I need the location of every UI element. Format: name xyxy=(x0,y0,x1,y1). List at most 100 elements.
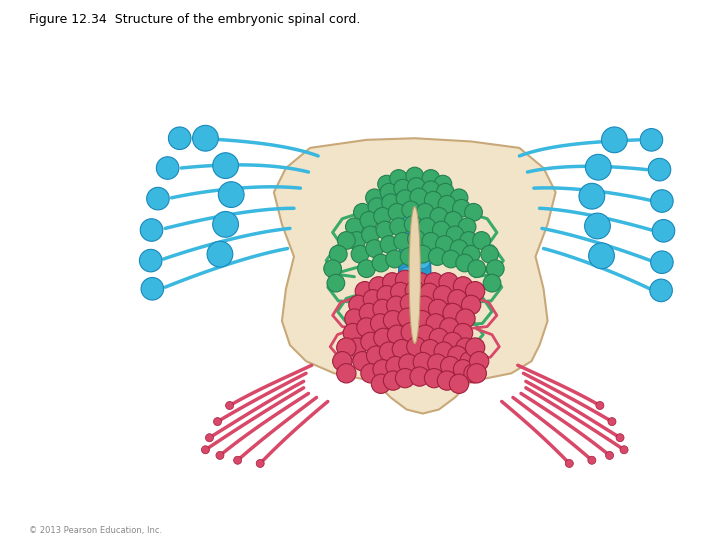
Circle shape xyxy=(483,274,501,292)
Circle shape xyxy=(386,356,405,376)
Circle shape xyxy=(383,371,402,390)
Circle shape xyxy=(395,270,415,289)
Circle shape xyxy=(372,254,390,272)
Circle shape xyxy=(360,212,378,229)
Circle shape xyxy=(456,309,475,328)
Circle shape xyxy=(424,273,444,292)
Circle shape xyxy=(351,245,369,263)
Circle shape xyxy=(363,289,382,309)
Circle shape xyxy=(366,346,386,365)
Circle shape xyxy=(454,276,473,296)
Circle shape xyxy=(207,241,233,267)
Circle shape xyxy=(192,125,218,151)
Circle shape xyxy=(387,325,407,345)
Circle shape xyxy=(413,310,432,330)
Circle shape xyxy=(439,273,458,292)
Circle shape xyxy=(565,460,573,468)
Circle shape xyxy=(648,158,671,181)
Circle shape xyxy=(416,204,434,221)
Circle shape xyxy=(450,189,468,207)
Ellipse shape xyxy=(409,207,420,343)
Circle shape xyxy=(616,434,624,442)
Circle shape xyxy=(420,340,440,359)
Circle shape xyxy=(426,314,446,333)
Polygon shape xyxy=(274,138,556,414)
Circle shape xyxy=(449,374,469,394)
Circle shape xyxy=(330,245,347,263)
Circle shape xyxy=(400,215,414,230)
Circle shape xyxy=(415,332,430,346)
Circle shape xyxy=(428,248,446,266)
Circle shape xyxy=(456,338,475,357)
Circle shape xyxy=(601,127,627,153)
Circle shape xyxy=(410,188,428,206)
Circle shape xyxy=(469,352,489,371)
Circle shape xyxy=(454,360,473,379)
Circle shape xyxy=(355,281,374,301)
Circle shape xyxy=(337,363,356,383)
Circle shape xyxy=(446,226,464,244)
Circle shape xyxy=(156,157,179,179)
Circle shape xyxy=(361,363,380,383)
Circle shape xyxy=(465,281,485,301)
Circle shape xyxy=(428,299,448,319)
Circle shape xyxy=(408,230,426,248)
Circle shape xyxy=(376,221,394,239)
Circle shape xyxy=(400,294,420,313)
Circle shape xyxy=(212,153,238,179)
Circle shape xyxy=(400,241,414,256)
Circle shape xyxy=(481,245,498,263)
Circle shape xyxy=(354,204,372,221)
Circle shape xyxy=(394,179,412,197)
Circle shape xyxy=(382,273,402,292)
Circle shape xyxy=(405,281,424,300)
Circle shape xyxy=(608,417,616,426)
Circle shape xyxy=(327,274,345,292)
Circle shape xyxy=(433,221,450,239)
Circle shape xyxy=(429,328,449,348)
Circle shape xyxy=(216,451,224,460)
Circle shape xyxy=(652,220,675,242)
Circle shape xyxy=(415,177,430,191)
Circle shape xyxy=(346,218,363,235)
Circle shape xyxy=(399,354,418,373)
Circle shape xyxy=(333,352,352,371)
Circle shape xyxy=(585,154,611,180)
Circle shape xyxy=(410,273,430,292)
Circle shape xyxy=(434,342,454,361)
Circle shape xyxy=(460,352,479,371)
Circle shape xyxy=(415,228,430,243)
Circle shape xyxy=(436,183,454,201)
Circle shape xyxy=(453,199,470,217)
Circle shape xyxy=(443,332,462,352)
Circle shape xyxy=(147,187,169,210)
Circle shape xyxy=(400,267,414,281)
Circle shape xyxy=(588,456,596,464)
Circle shape xyxy=(579,183,605,209)
Circle shape xyxy=(410,367,429,386)
Circle shape xyxy=(371,314,390,333)
Circle shape xyxy=(369,276,388,296)
Circle shape xyxy=(374,207,392,225)
Circle shape xyxy=(387,296,406,315)
Circle shape xyxy=(343,323,362,343)
Circle shape xyxy=(424,191,442,209)
Circle shape xyxy=(373,299,392,319)
Circle shape xyxy=(402,201,420,219)
Circle shape xyxy=(373,360,392,379)
Circle shape xyxy=(415,280,430,294)
Circle shape xyxy=(374,328,393,348)
Circle shape xyxy=(383,310,402,330)
Circle shape xyxy=(256,460,264,468)
Circle shape xyxy=(353,352,372,371)
Circle shape xyxy=(456,254,474,272)
Circle shape xyxy=(400,319,414,333)
Circle shape xyxy=(467,363,487,383)
Circle shape xyxy=(400,293,414,307)
Circle shape xyxy=(428,354,447,373)
Circle shape xyxy=(357,318,376,337)
Circle shape xyxy=(413,353,433,372)
Circle shape xyxy=(433,286,453,305)
Circle shape xyxy=(391,282,410,302)
Circle shape xyxy=(212,212,238,237)
